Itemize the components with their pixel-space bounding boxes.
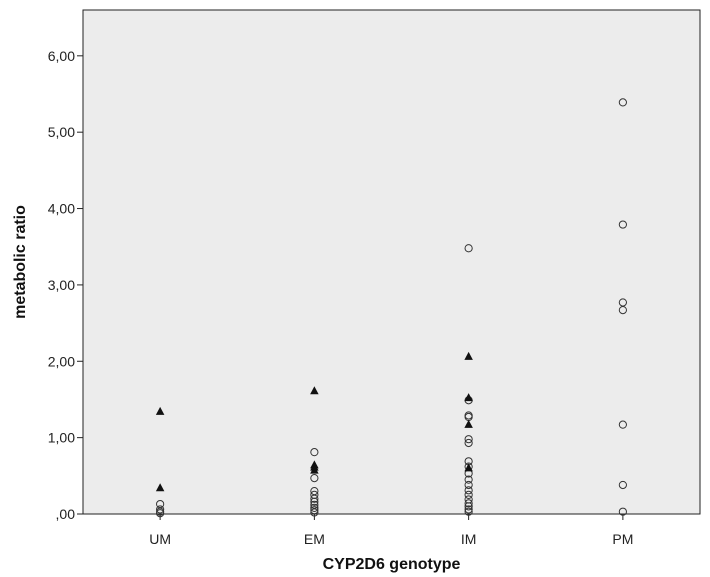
triangle-marker — [155, 483, 165, 492]
y-tick-label: 4,00 — [48, 201, 75, 217]
data-points — [155, 98, 627, 518]
triangle-marker — [464, 393, 473, 402]
circle-marker — [310, 448, 319, 457]
triangle-marker — [464, 419, 473, 428]
y-tick-label: 5,00 — [48, 124, 75, 140]
circle-marker — [310, 497, 319, 506]
circle-marker — [464, 475, 473, 484]
circle-marker — [464, 480, 473, 490]
x-tick-label: PM — [612, 531, 633, 547]
circle-marker — [618, 507, 627, 516]
circle-marker — [618, 98, 627, 107]
circle-marker — [464, 435, 473, 444]
circle-marker — [618, 420, 627, 429]
circle-marker — [618, 480, 627, 490]
x-axis-title: CYP2D6 genotype — [323, 556, 461, 573]
circle-marker — [310, 494, 319, 503]
x-tick-label: IM — [461, 531, 477, 547]
triangle-marker — [310, 386, 319, 395]
circle-marker — [464, 507, 473, 516]
circle-marker — [464, 244, 473, 253]
plot-area — [82, 9, 701, 515]
y-axis: ,00 1,00 2,00 3,00 4,00 5,00 6,00 — [48, 48, 83, 522]
x-axis: UM EM IM PM — [149, 514, 633, 547]
circle-marker — [310, 508, 319, 517]
circle-marker — [310, 506, 319, 515]
circle-marker — [464, 486, 473, 495]
y-tick-label: 3,00 — [48, 277, 75, 293]
circle-marker — [464, 499, 473, 508]
circle-marker — [464, 502, 473, 511]
y-tick-label: 1,00 — [48, 430, 75, 446]
circle-marker — [156, 509, 165, 518]
circle-marker — [310, 503, 319, 512]
x-tick-label: EM — [304, 531, 325, 547]
circle-marker — [464, 438, 473, 448]
triangle-marker — [155, 406, 165, 415]
circle-marker — [618, 220, 627, 229]
y-tick-label: 6,00 — [48, 48, 75, 64]
y-tick-label: 2,00 — [48, 353, 75, 369]
x-tick-label: UM — [149, 531, 171, 547]
triangle-marker — [464, 351, 473, 360]
circle-marker — [464, 490, 473, 500]
triangle-marker — [310, 465, 319, 474]
circle-marker — [156, 505, 165, 514]
circle-marker — [618, 306, 627, 315]
y-axis-title: metabolic ratio — [12, 205, 29, 319]
triangle-marker — [464, 463, 473, 472]
y-tick-label: ,00 — [56, 506, 76, 522]
circle-marker — [464, 505, 473, 514]
circle-marker — [310, 474, 319, 483]
